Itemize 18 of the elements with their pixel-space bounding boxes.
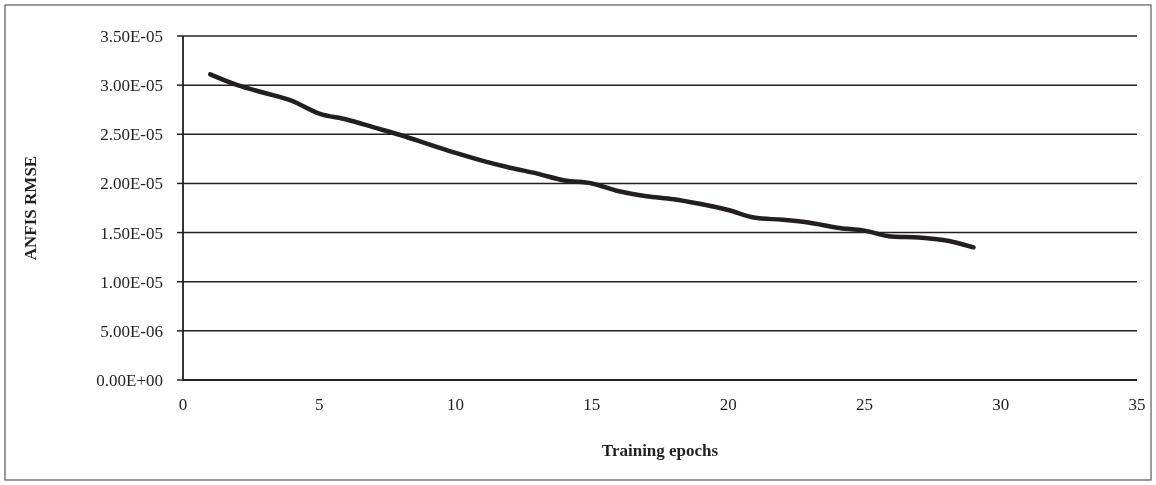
x-tick-label: 35 [1128,395,1146,414]
y-axis-title: ANFIS RMSE [21,155,40,261]
y-tick-label: 3.50E-05 [100,26,163,46]
y-tick-label: 0.00E+00 [96,370,163,390]
x-tick-label: 15 [583,395,601,414]
y-tick-label: 2.00E-05 [100,174,163,194]
y-tick-label: 5.00E-06 [100,321,163,341]
x-tick-label: 10 [447,395,465,414]
x-tick-label: 0 [178,395,188,414]
y-tick-label: 3.00E-05 [100,76,163,96]
x-tick-label: 25 [855,395,873,414]
y-tick-label: 2.50E-05 [100,125,163,145]
x-tick-label: 5 [315,395,324,414]
y-tick-label: 1.50E-05 [100,223,163,243]
x-axis-title: Training epochs [601,441,719,460]
x-tick-label: 20 [719,395,737,414]
y-tick-label: 1.00E-05 [100,272,163,292]
x-tick-label: 30 [992,395,1010,414]
